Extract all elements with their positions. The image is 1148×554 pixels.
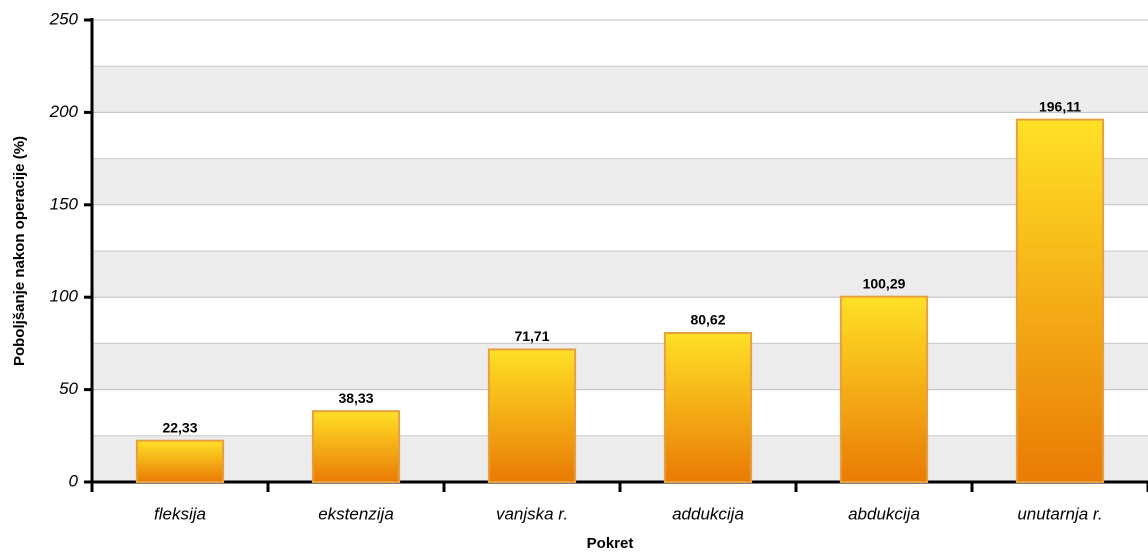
x-tick-label: abdukcija (848, 504, 920, 523)
value-label: 22,33 (162, 419, 197, 435)
y-tick-label: 0 (69, 471, 79, 490)
y-tick-label: 250 (49, 9, 79, 28)
grid-band (92, 251, 1148, 298)
x-tick-label: addukcija (672, 504, 744, 523)
bar (663, 332, 753, 484)
y-tick-label: 200 (49, 102, 79, 121)
value-label: 100,29 (863, 275, 906, 291)
value-label: 80,62 (690, 312, 725, 328)
grid-band (92, 435, 1148, 482)
x-tick-label: fleksija (154, 504, 206, 523)
value-label: 196,11 (1039, 98, 1081, 114)
grid-band (92, 66, 1148, 113)
value-label: 71,71 (514, 328, 549, 344)
y-tick-label: 100 (50, 287, 79, 306)
y-tick-label: 150 (50, 194, 79, 213)
y-axis-title: Poboljšanje nakon operacije (%) (11, 136, 28, 366)
bar (1015, 118, 1105, 484)
y-tick-label: 50 (59, 379, 78, 398)
x-tick-label: unutarnja r. (1017, 504, 1102, 523)
value-label: 38,33 (338, 390, 373, 406)
x-tick-label: ekstenzija (318, 504, 394, 523)
bar (839, 295, 929, 484)
x-axis-title: Pokret (587, 535, 634, 552)
grid-band (92, 343, 1148, 390)
x-tick-label: vanjska r. (496, 504, 568, 523)
grid-band (92, 158, 1148, 205)
bar (311, 410, 401, 484)
bar (487, 348, 577, 483)
bar (135, 439, 225, 483)
